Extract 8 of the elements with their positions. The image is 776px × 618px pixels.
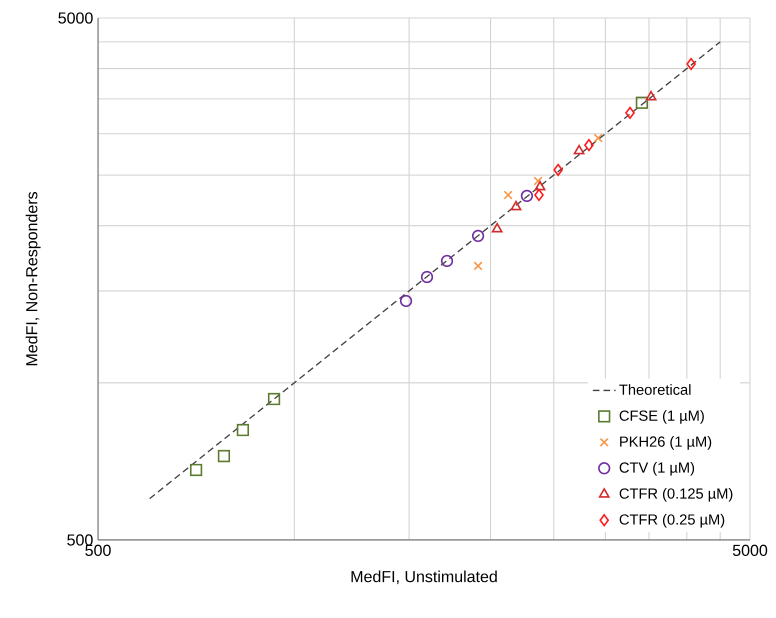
legend-label: CFSE (1 µM) (620, 410, 704, 424)
y-axis-title: MedFI, Non-Responders (26, 192, 41, 366)
legend-label: Theoretical (619, 384, 690, 395)
legend-label: CTFR (0.25 µM) (620, 514, 724, 528)
legend-label: PKH26 (1 µM) (620, 436, 712, 450)
x-axis-title: MedFI, Unstimulated (352, 570, 497, 584)
legend-label: CTV (1 µM) (620, 462, 694, 476)
legend-label: CTFR (0.125 µM) (620, 488, 732, 502)
